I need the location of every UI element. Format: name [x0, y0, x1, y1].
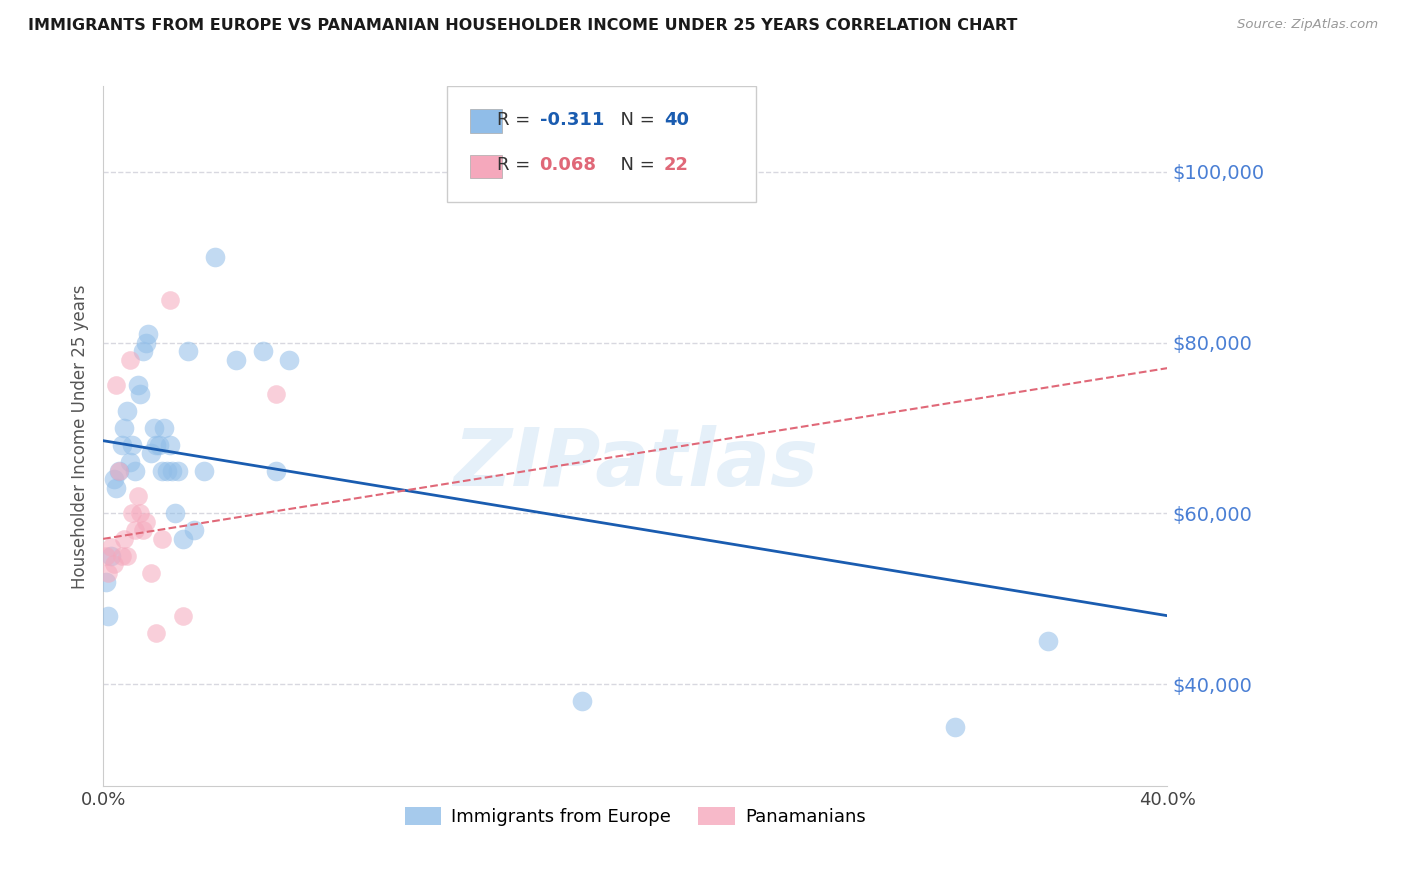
- Point: [97, 608, 120, 623]
- Point: [100, 549, 122, 563]
- FancyBboxPatch shape: [471, 155, 502, 178]
- Point: [124, 524, 146, 538]
- Point: [163, 506, 186, 520]
- Point: [278, 352, 301, 367]
- Point: [943, 720, 966, 734]
- Point: [135, 515, 157, 529]
- Point: [183, 524, 205, 538]
- Point: [127, 378, 149, 392]
- Text: N =: N =: [609, 156, 661, 175]
- Point: [142, 421, 165, 435]
- Point: [118, 352, 141, 367]
- Point: [121, 438, 143, 452]
- Point: [153, 421, 176, 435]
- Point: [135, 335, 157, 350]
- Point: [162, 464, 184, 478]
- Point: [571, 694, 593, 708]
- Point: [166, 464, 188, 478]
- Point: [97, 566, 120, 580]
- Point: [105, 481, 128, 495]
- Text: 0.068: 0.068: [540, 156, 596, 175]
- Text: IMMIGRANTS FROM EUROPE VS PANAMANIAN HOUSEHOLDER INCOME UNDER 25 YEARS CORRELATI: IMMIGRANTS FROM EUROPE VS PANAMANIAN HOU…: [28, 18, 1018, 33]
- Legend: Immigrants from Europe, Panamanians: Immigrants from Europe, Panamanians: [398, 799, 873, 833]
- Point: [150, 532, 173, 546]
- Point: [115, 549, 138, 563]
- Point: [112, 532, 135, 546]
- Point: [148, 438, 170, 452]
- Point: [145, 625, 167, 640]
- Text: ZIPatlas: ZIPatlas: [453, 425, 818, 503]
- Point: [124, 464, 146, 478]
- Point: [94, 574, 117, 589]
- Point: [177, 344, 200, 359]
- Text: 22: 22: [664, 156, 689, 175]
- Point: [172, 532, 194, 546]
- Point: [103, 472, 125, 486]
- Point: [129, 386, 152, 401]
- FancyBboxPatch shape: [471, 110, 502, 133]
- Point: [159, 293, 181, 307]
- Point: [129, 506, 152, 520]
- Text: N =: N =: [609, 111, 661, 129]
- Point: [118, 455, 141, 469]
- Point: [105, 378, 128, 392]
- Point: [204, 250, 226, 264]
- Point: [121, 506, 143, 520]
- Point: [139, 446, 162, 460]
- Point: [139, 566, 162, 580]
- Point: [108, 464, 131, 478]
- Point: [252, 344, 274, 359]
- Point: [138, 326, 160, 341]
- Text: Source: ZipAtlas.com: Source: ZipAtlas.com: [1237, 18, 1378, 31]
- Point: [264, 464, 287, 478]
- Point: [225, 352, 247, 367]
- Text: R =: R =: [496, 111, 536, 129]
- Point: [1036, 634, 1059, 648]
- Point: [172, 608, 194, 623]
- Point: [159, 438, 181, 452]
- Point: [193, 464, 215, 478]
- Text: R =: R =: [496, 156, 536, 175]
- Point: [127, 489, 149, 503]
- Text: -0.311: -0.311: [540, 111, 605, 129]
- Point: [132, 524, 155, 538]
- Point: [111, 438, 134, 452]
- Point: [145, 438, 167, 452]
- Point: [111, 549, 134, 563]
- Point: [108, 464, 131, 478]
- Point: [132, 344, 155, 359]
- Point: [100, 541, 122, 555]
- Point: [150, 464, 173, 478]
- Point: [94, 549, 117, 563]
- Y-axis label: Householder Income Under 25 years: Householder Income Under 25 years: [72, 285, 89, 589]
- Point: [115, 404, 138, 418]
- Point: [264, 386, 287, 401]
- Point: [156, 464, 179, 478]
- Point: [112, 421, 135, 435]
- Text: 40: 40: [664, 111, 689, 129]
- FancyBboxPatch shape: [447, 87, 755, 202]
- Point: [103, 558, 125, 572]
